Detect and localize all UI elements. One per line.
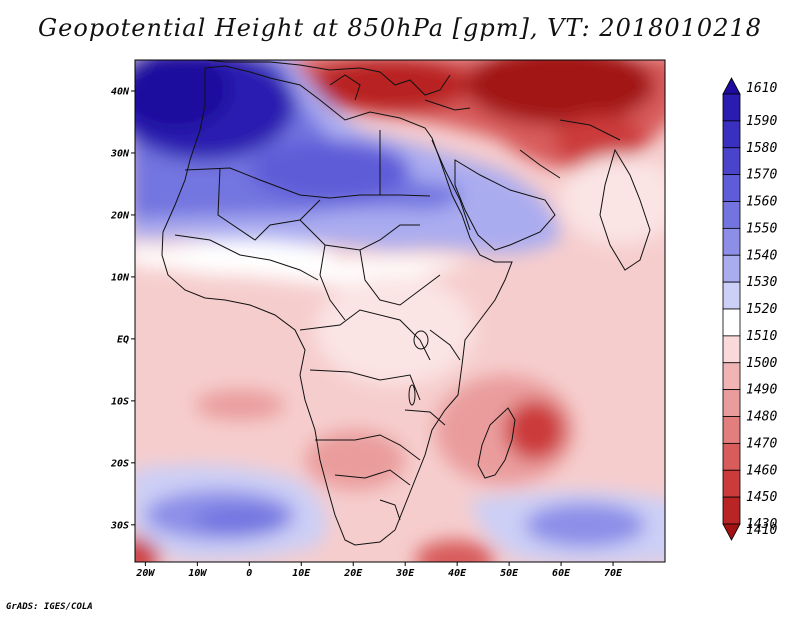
colorbar-label: 1560 [746, 195, 777, 210]
colorbar-label: 1540 [746, 248, 777, 263]
lat-tick-label: 20N [110, 210, 130, 221]
colorbar-label: 1550 [746, 221, 777, 236]
colorbar-label: 1590 [746, 114, 777, 129]
colorbar-bottom-arrow [722, 523, 741, 541]
lon-tick-label: 40E [448, 568, 467, 579]
madagascar-coastline [477, 407, 516, 479]
map-title: Geopotential Height at 850hPa [gpm], VT:… [38, 14, 762, 42]
colorbar-swatch [722, 308, 741, 337]
india-coastline [599, 148, 651, 271]
longitude-axis: 20W 10W 0 10E 20E 30E 40E 50E 60E 70E [135, 562, 623, 579]
colorbar-label: 1500 [746, 356, 777, 371]
colorbar-label: 1520 [746, 302, 777, 317]
colorbar-label: 1430 [746, 517, 777, 532]
lon-tick-label: 70E [604, 568, 623, 579]
colorbar-label: 1490 [746, 383, 777, 398]
colorbar-swatch [722, 496, 741, 525]
colorbar-swatch [722, 416, 741, 444]
lon-tick-label: 10W [188, 568, 207, 579]
lon-tick-label: 10E [292, 568, 311, 579]
latitude-axis: 40N 30N 20N 10N EQ 10S 20S 30S [110, 86, 135, 531]
colorbar-swatch [722, 335, 741, 364]
colorbar-swatch [722, 469, 741, 498]
colorbar-swatch [722, 227, 741, 256]
lat-tick-label: EQ [117, 334, 129, 345]
colorbar-label: 1510 [746, 329, 777, 344]
colorbar-swatch [722, 362, 741, 391]
lat-tick-label: 20S [110, 458, 129, 469]
colorbar-label: 1450 [746, 490, 777, 505]
lon-tick-label: 20W [135, 568, 155, 579]
colorbar-top-arrow [722, 77, 741, 95]
europe-coastline [204, 60, 451, 96]
colorbar-label: 1580 [746, 141, 777, 156]
lat-tick-label: 40N [111, 86, 130, 97]
colorbar-label: 1410 [746, 523, 777, 538]
lat-tick-label: 30N [110, 148, 130, 159]
colorbar-label: 1460 [746, 463, 777, 478]
colorbar-label: 1570 [746, 168, 777, 183]
colorbar-swatch [722, 389, 741, 417]
colorbar-label: 1480 [746, 410, 777, 425]
colorbar-swatch [722, 442, 741, 471]
africa-coastline [161, 65, 513, 546]
colorbar-swatch [722, 147, 741, 176]
lat-tick-label: 10S [111, 396, 129, 407]
colorbar-swatch [722, 281, 741, 310]
colorbar-label: 1530 [746, 275, 777, 290]
arabia-coastline [454, 159, 556, 251]
lon-tick-label: 30E [395, 568, 415, 579]
lon-tick-label: 60E [552, 568, 571, 579]
grads-credit: GrADS: IGES/COLA [6, 602, 93, 612]
colorbar-swatch [722, 254, 741, 283]
colorbar-swatch [722, 93, 741, 122]
lon-tick-label: 0 [246, 568, 252, 579]
plot-frame [134, 59, 666, 563]
lat-tick-label: 10N [111, 272, 130, 283]
colorbar-swatch [722, 120, 741, 149]
colorbar-swatch [722, 201, 741, 229]
colorbar-swatch [722, 174, 741, 202]
lon-tick-label: 20E [343, 568, 363, 579]
coastlines [161, 60, 651, 546]
colorbar-label: 1470 [746, 436, 777, 451]
lon-tick-label: 50E [500, 568, 519, 579]
colorbar-label: 1610 [746, 81, 777, 96]
colorbar: 1610 1590 1580 1570 1560 1550 1540 1530 1520 1510… [722, 77, 777, 541]
lat-tick-label: 30S [110, 520, 129, 531]
height-field [135, 60, 665, 562]
